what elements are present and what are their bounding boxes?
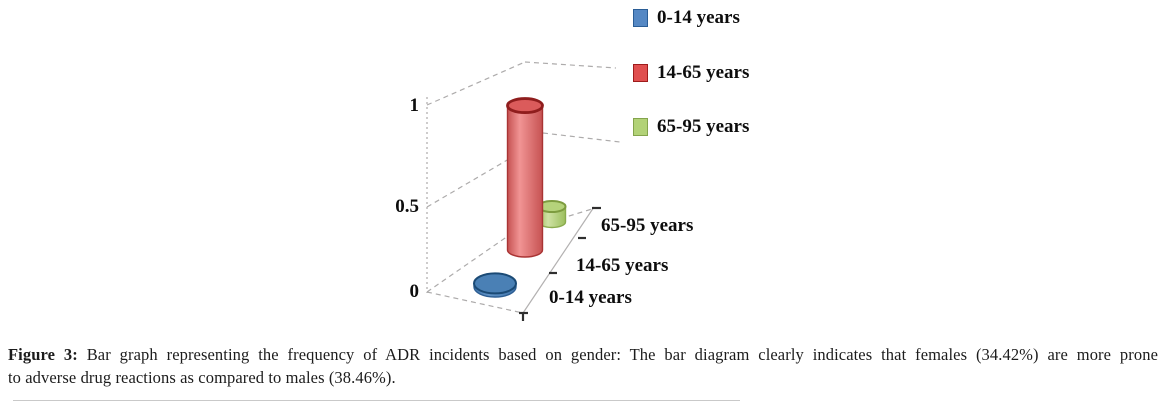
legend-label: 0-14 years [657, 7, 740, 28]
legend-item-0-14: 0-14 years [633, 8, 740, 27]
floor-front-edge [426, 291, 524, 314]
category-axis-ticks [519, 206, 601, 321]
category-label-0-14: 0-14 years [549, 287, 632, 308]
legend-item-14-65: 14-65 years [633, 63, 749, 82]
legend-label: 65-95 years [657, 116, 750, 137]
cylinder-14-65-years [506, 97, 544, 258]
floor-left-edge [426, 235, 509, 293]
chart-wireframe [426, 61, 621, 314]
caption-line-2: to adverse drug reactions as compared to… [8, 368, 396, 387]
legend-swatch [633, 9, 648, 27]
caption-label: Figure 3: [8, 345, 78, 364]
caption-line-1: Figure 3: Bar graph representing the fre… [8, 344, 1158, 365]
page-divider [13, 400, 740, 401]
gridline-05-leftwall [426, 158, 510, 208]
gridline-1-leftwall [426, 61, 526, 106]
value-tick-0: 0 [409, 281, 420, 302]
category-label-14-65: 14-65 years [576, 255, 669, 276]
figure-caption: Figure 3: Bar graph representing the fre… [8, 344, 1158, 388]
category-axis-line [522, 206, 595, 314]
backwall-top-edge [524, 61, 617, 69]
cylinder-0-14-years [473, 272, 517, 298]
chart-bars [473, 97, 567, 298]
value-tick-0-5: 0.5 [395, 196, 419, 217]
legend-swatch [633, 64, 648, 82]
category-label-65-95: 65-95 years [601, 215, 694, 236]
caption-text-1: Bar graph representing the frequency of … [77, 345, 1158, 364]
gridline-05-backwall [542, 132, 621, 143]
value-tick-1: 1 [409, 95, 420, 116]
legend-label: 14-65 years [657, 62, 750, 83]
legend-item-65-95: 65-95 years [633, 117, 749, 136]
legend-swatch [633, 118, 648, 136]
